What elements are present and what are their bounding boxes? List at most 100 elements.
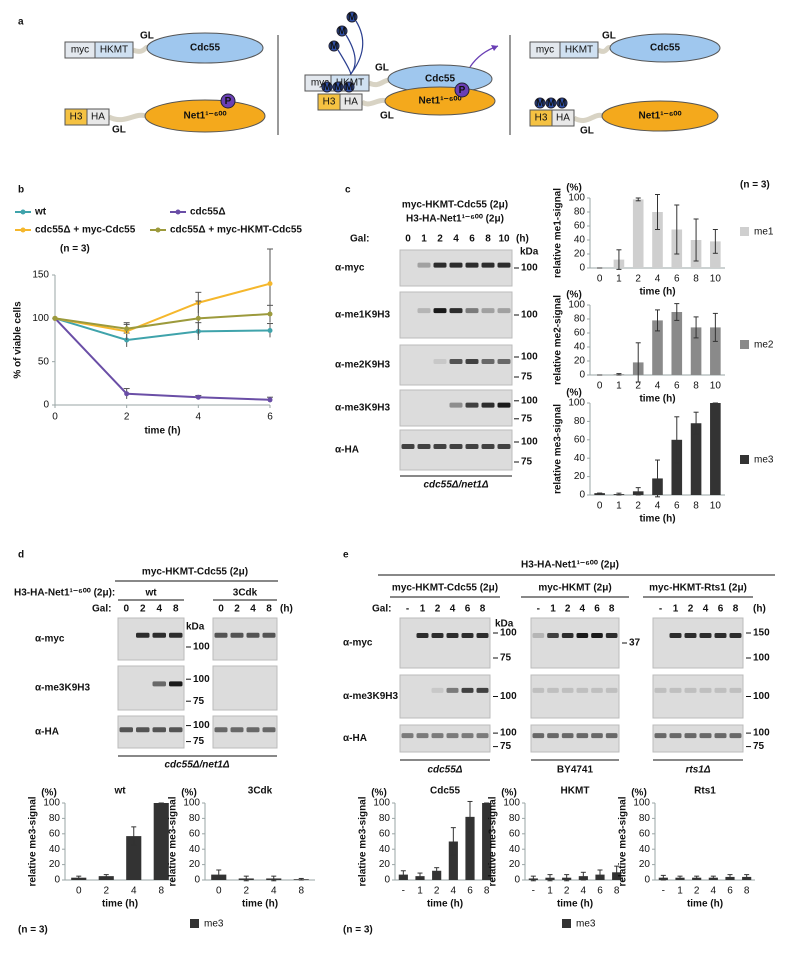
label: GL xyxy=(112,125,126,136)
label: H3 xyxy=(535,113,548,124)
marker-label: 100 xyxy=(753,691,770,702)
band xyxy=(547,733,559,739)
lane-label: 1 xyxy=(673,604,679,615)
bar xyxy=(465,816,475,880)
x-tick-label: 6 xyxy=(467,886,473,897)
domain-box xyxy=(94,41,134,59)
label: M xyxy=(536,98,544,109)
x-axis-label: time (h) xyxy=(427,899,463,910)
chart-title: HKMT xyxy=(561,786,590,797)
lane-label: 2 xyxy=(234,604,240,615)
x-tick-label: 6 xyxy=(674,274,680,285)
x-axis-label: time (h) xyxy=(687,899,723,910)
y-tick-label: 40 xyxy=(574,235,586,246)
label: Net1¹⁻⁶⁰⁰ xyxy=(184,111,227,122)
x-tick-label: 6 xyxy=(674,501,680,512)
y-tick-label: 100 xyxy=(503,798,520,809)
band xyxy=(449,262,463,268)
band xyxy=(729,633,742,638)
label: Net1¹⁻⁶⁰⁰ xyxy=(639,111,682,122)
panel-label: b xyxy=(18,185,24,196)
band xyxy=(214,727,228,733)
y-tick-label: 40 xyxy=(49,844,61,855)
protein xyxy=(601,100,719,132)
label: H3-HA-Net1¹⁻⁶⁰⁰ (2μ) xyxy=(521,560,619,571)
label: GL xyxy=(140,31,154,42)
band xyxy=(714,687,727,693)
x-tick-label: 10 xyxy=(710,501,722,512)
band xyxy=(152,632,166,638)
protein xyxy=(144,99,266,133)
label: myc xyxy=(71,45,89,56)
blot xyxy=(399,429,513,471)
label: M xyxy=(338,26,346,37)
band xyxy=(669,633,682,638)
y-axis-label: relative me3-signal xyxy=(358,796,369,886)
x-tick-label: 8 xyxy=(693,274,699,285)
band xyxy=(699,687,712,693)
y-tick-label: 60 xyxy=(49,828,61,839)
band xyxy=(684,687,697,693)
band xyxy=(416,633,429,638)
y-axis-label: relative me3-signal xyxy=(168,796,179,886)
y-tick-label: 60 xyxy=(574,221,586,232)
y-tick-label: 80 xyxy=(639,813,651,824)
band xyxy=(446,687,459,693)
band xyxy=(465,402,479,408)
blot xyxy=(212,665,278,711)
linker xyxy=(107,112,147,123)
label: myc-HKMT-Cdc55 (2μ) xyxy=(402,200,508,211)
band xyxy=(481,402,495,408)
y-tick-label: 40 xyxy=(639,844,651,855)
y-tick-label: 0 xyxy=(579,370,585,381)
lane-label: 2 xyxy=(565,604,571,615)
y-tick-label: 80 xyxy=(574,207,586,218)
band xyxy=(729,733,742,739)
y-tick-label: 60 xyxy=(189,828,201,839)
x-tick-label: 6 xyxy=(267,412,273,423)
x-tick-label: 0 xyxy=(597,381,603,392)
band xyxy=(136,632,150,638)
linker xyxy=(367,77,391,88)
marker-label: 100 xyxy=(521,263,538,274)
antibody-label: α-myc xyxy=(343,638,373,649)
bar xyxy=(126,836,142,880)
blot xyxy=(652,674,744,719)
label: M xyxy=(558,98,566,109)
lane-label: 2 xyxy=(688,604,694,615)
antibody-label: α-HA xyxy=(35,727,59,738)
band xyxy=(669,733,682,739)
y-tick-label: 40 xyxy=(574,342,586,353)
lane-label: 2 xyxy=(437,234,443,245)
domain-box xyxy=(339,93,363,111)
strain-label: cdc55Δ xyxy=(427,765,462,776)
strain-label: BY4741 xyxy=(557,765,594,776)
x-tick-label: 4 xyxy=(655,501,661,512)
band xyxy=(262,727,276,733)
label: HKMT xyxy=(565,45,593,56)
y-tick-label: 50 xyxy=(38,356,50,367)
series-line xyxy=(54,317,271,342)
lane-label: 10 xyxy=(498,234,510,245)
sample-size: (n = 3) xyxy=(18,925,48,936)
band xyxy=(446,633,459,638)
antibody-label: α-me3K9H3 xyxy=(35,683,90,694)
methyl-arc xyxy=(337,49,352,76)
marker-label: 75 xyxy=(500,653,512,664)
y-tick-label: 0 xyxy=(579,490,585,501)
label: HA xyxy=(556,113,570,124)
label: cdc55Δ/net1Δ xyxy=(164,760,229,771)
band xyxy=(230,727,244,733)
lane-label: 6 xyxy=(469,234,475,245)
label: (h) xyxy=(280,604,293,615)
marker-label: 75 xyxy=(521,372,533,383)
marker-label: 75 xyxy=(193,696,205,707)
unit-label: (%) xyxy=(566,388,582,399)
label: M xyxy=(547,98,555,109)
y-axis-label: relative me3-signal xyxy=(488,796,499,886)
lane-label: 0 xyxy=(218,604,224,615)
band xyxy=(433,308,447,314)
y-tick-label: 60 xyxy=(574,434,586,445)
band xyxy=(576,633,589,638)
band xyxy=(497,308,511,314)
